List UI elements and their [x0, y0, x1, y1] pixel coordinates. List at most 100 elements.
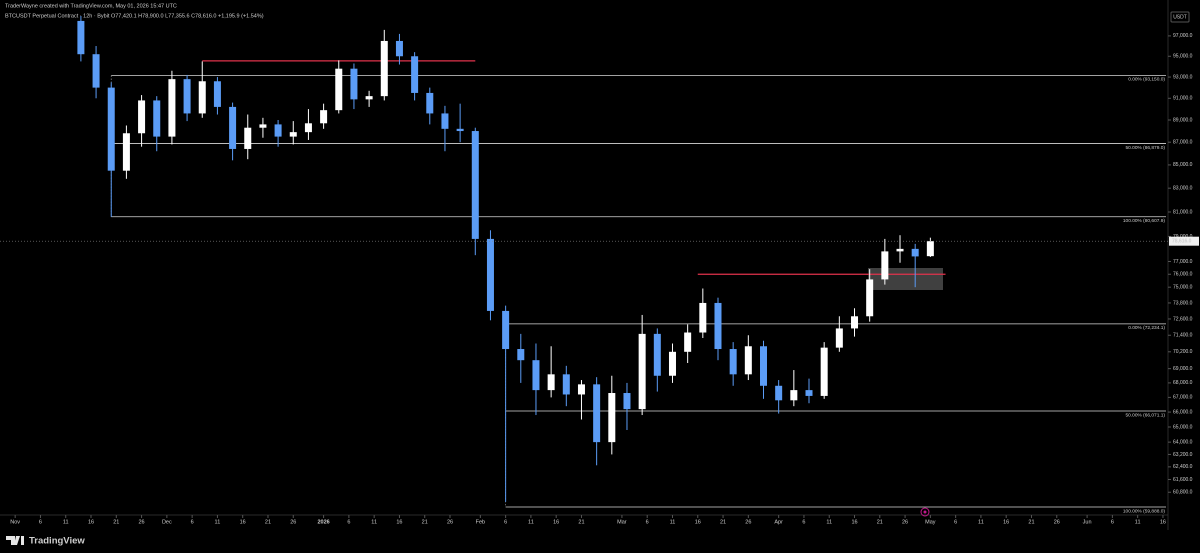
y-tick-label: 95,000.0 — [1173, 54, 1193, 60]
fib-label: 50.00% (86,879.0) — [1126, 145, 1166, 151]
candle-body — [471, 131, 479, 239]
footer-bar — [0, 530, 1200, 553]
brand-logo — [6, 536, 24, 545]
x-tick-label: May — [925, 519, 936, 525]
x-tick-label: Dec — [162, 519, 172, 525]
candle-body — [926, 241, 934, 257]
x-tick-label: 11 — [670, 519, 676, 525]
candle-body — [638, 333, 646, 410]
fib-label: 100.00% (80,607.9) — [1123, 218, 1166, 224]
candle-body — [729, 349, 737, 375]
candle-body — [380, 40, 388, 97]
candle-body — [411, 56, 419, 93]
y-tick-label: 91,000.0 — [1173, 96, 1193, 102]
candle-body — [881, 251, 889, 280]
y-tick-label: 77,000.0 — [1173, 259, 1193, 265]
x-tick-label: 16 — [1160, 519, 1166, 525]
x-tick-label: 16 — [240, 519, 246, 525]
x-tick-label: 21 — [265, 519, 271, 525]
y-tick-label: 65,000.0 — [1173, 424, 1193, 430]
fib-label: 0.00% (93,150.0) — [1128, 77, 1165, 83]
y-tick-label: 61,600.0 — [1173, 477, 1193, 483]
y-tick-label: 64,000.0 — [1173, 439, 1193, 445]
candle-body — [699, 302, 707, 333]
x-tick-label: 21 — [720, 519, 726, 525]
x-tick-label: 21 — [578, 519, 584, 525]
x-tick-label: 6 — [802, 519, 805, 525]
candle-body — [502, 310, 510, 350]
x-tick-label: 11 — [371, 519, 377, 525]
fib-label: 0.00% (72,234.1) — [1128, 325, 1165, 331]
x-tick-label: 21 — [877, 519, 883, 525]
candle-body — [244, 127, 252, 149]
candle-body — [274, 124, 282, 137]
candle-body — [456, 128, 464, 132]
x-tick-label: 16 — [88, 519, 94, 525]
y-tick-label: 76,000.0 — [1173, 272, 1193, 278]
x-tick-label: 6 — [347, 519, 350, 525]
y-unit: USDT — [1173, 14, 1187, 20]
candle-body — [213, 81, 221, 107]
candle-body — [486, 238, 494, 311]
y-tick-label: 75,000.0 — [1173, 285, 1193, 291]
x-tick-label: 11 — [63, 519, 69, 525]
candle-body — [122, 133, 130, 171]
y-tick-label: 68,000.0 — [1173, 380, 1193, 386]
candle-body — [577, 384, 585, 395]
x-tick-label: 26 — [902, 519, 908, 525]
candle-body — [350, 68, 358, 100]
x-tick-label: 6 — [954, 519, 957, 525]
candle-body — [183, 79, 191, 114]
candle-body — [138, 100, 146, 134]
y-tick-label: 62,400.0 — [1173, 464, 1193, 470]
x-tick-label: Nov — [10, 519, 20, 525]
y-tick-label: 81,000.0 — [1173, 209, 1193, 215]
x-tick-label: 26 — [447, 519, 453, 525]
candle-body — [198, 81, 206, 114]
candle-body — [153, 100, 161, 137]
candle-body — [775, 385, 783, 401]
y-tick-label: 66,000.0 — [1173, 409, 1193, 415]
candle-body — [684, 332, 692, 352]
x-tick-label: 26 — [745, 519, 751, 525]
candle-body — [623, 393, 631, 410]
x-tick-label: Feb — [476, 519, 485, 525]
y-tick-label: 63,200.0 — [1173, 452, 1193, 458]
x-tick-label: 16 — [553, 519, 559, 525]
y-tick-label: 60,800.0 — [1173, 490, 1193, 496]
candle-body — [107, 87, 115, 171]
x-tick-label: 6 — [1111, 519, 1114, 525]
candle-body — [532, 360, 540, 391]
y-tick-label: 87,000.0 — [1173, 140, 1193, 146]
candle-body — [759, 346, 767, 386]
brand-name: TradingView — [29, 536, 85, 547]
x-tick-label: 21 — [422, 519, 428, 525]
range-box — [868, 268, 943, 290]
event-icon — [920, 507, 930, 517]
x-tick-label: 16 — [851, 519, 857, 525]
x-tick-label: Jun — [1083, 519, 1092, 525]
x-tick-label: 6 — [504, 519, 507, 525]
candle-body — [851, 316, 859, 329]
candle-body — [790, 390, 798, 401]
x-tick-label: 21 — [113, 519, 119, 525]
candle-body — [866, 279, 874, 317]
candle-body — [517, 349, 525, 361]
fib-label: 100.00% (59,888.0) — [1123, 508, 1166, 514]
x-tick-label: 2026 — [317, 519, 329, 525]
y-tick-label: 73,800.0 — [1173, 300, 1193, 306]
y-tick-label: 89,000.0 — [1173, 117, 1193, 123]
y-tick-label: 83,000.0 — [1173, 186, 1193, 192]
x-tick-label: 11 — [978, 519, 984, 525]
x-tick-label: 6 — [646, 519, 649, 525]
candle-body — [320, 110, 328, 124]
candle-body — [304, 123, 312, 133]
candle-body — [835, 328, 843, 348]
x-tick-label: Mar — [617, 519, 627, 525]
candle-body — [714, 302, 722, 350]
y-tick-label: 97,000.0 — [1173, 33, 1193, 39]
fib-label: 50.00% (66,071.1) — [1126, 412, 1166, 418]
x-tick-label: 26 — [1054, 519, 1060, 525]
